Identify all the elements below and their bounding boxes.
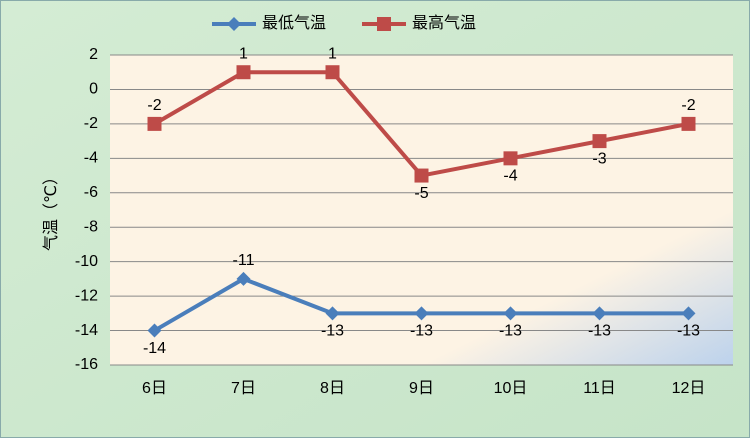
data-label: -13 bbox=[499, 323, 522, 340]
point bbox=[414, 306, 429, 321]
x-tick-label: 9日 bbox=[409, 380, 434, 397]
y-tick-label: -2 bbox=[84, 115, 98, 132]
point bbox=[414, 168, 429, 183]
point bbox=[503, 306, 518, 321]
point bbox=[236, 271, 251, 286]
point bbox=[377, 17, 391, 31]
y-tick-label: -12 bbox=[75, 287, 98, 304]
y-tick-label: -4 bbox=[84, 150, 98, 167]
x-tick-label: 10日 bbox=[494, 380, 528, 397]
legend-label: 最低气温 bbox=[262, 14, 326, 32]
y-tick-label: -14 bbox=[75, 322, 98, 339]
data-label: -13 bbox=[410, 323, 433, 340]
data-label: -13 bbox=[321, 323, 344, 340]
point bbox=[592, 306, 607, 321]
data-label: 1 bbox=[328, 45, 337, 62]
y-tick-label: -10 bbox=[75, 253, 98, 270]
point bbox=[236, 65, 251, 80]
data-label: -14 bbox=[143, 340, 166, 357]
y-tick-label: -16 bbox=[75, 356, 98, 373]
x-tick-label: 11日 bbox=[583, 380, 616, 397]
y-tick-label: -8 bbox=[84, 218, 98, 235]
point bbox=[325, 306, 340, 321]
legend-label: 最高气温 bbox=[412, 14, 476, 32]
data-label: -2 bbox=[681, 97, 695, 114]
y-tick-label: -6 bbox=[84, 184, 98, 201]
x-tick-label: 8日 bbox=[320, 380, 345, 397]
data-label: 1 bbox=[239, 45, 248, 62]
data-label: -11 bbox=[233, 252, 255, 269]
data-label: -4 bbox=[503, 168, 517, 185]
data-label: -13 bbox=[677, 323, 700, 340]
y-axis-label: 气温（℃） bbox=[42, 169, 60, 251]
point bbox=[681, 116, 696, 131]
point bbox=[227, 17, 241, 31]
data-label: -5 bbox=[414, 185, 428, 202]
y-tick-label: 0 bbox=[89, 81, 98, 98]
point bbox=[592, 134, 607, 149]
data-label: -2 bbox=[147, 97, 161, 114]
y-tick-label: 2 bbox=[89, 46, 98, 63]
point bbox=[147, 116, 162, 131]
x-tick-label: 12日 bbox=[672, 380, 706, 397]
data-label: -13 bbox=[588, 323, 611, 340]
x-tick-label: 6日 bbox=[142, 380, 167, 397]
data-label: -3 bbox=[592, 150, 606, 167]
point bbox=[681, 306, 696, 321]
x-tick-label: 7日 bbox=[231, 380, 256, 397]
point bbox=[503, 151, 518, 166]
point bbox=[325, 65, 340, 80]
point bbox=[147, 323, 162, 338]
